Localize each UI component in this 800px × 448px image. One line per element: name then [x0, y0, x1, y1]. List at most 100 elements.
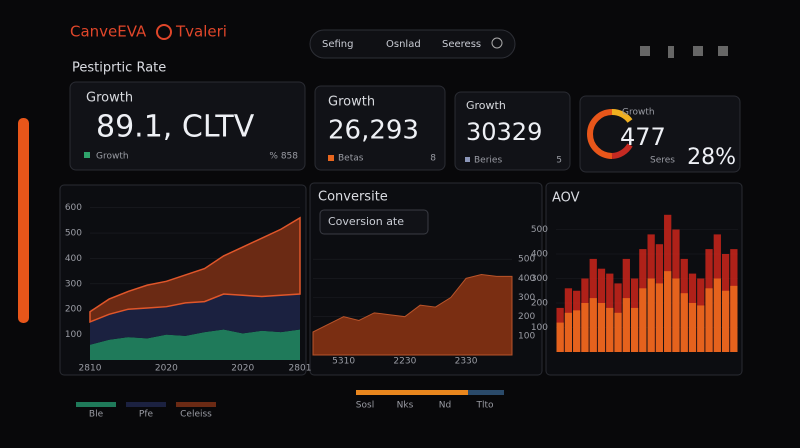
y-tick-label: 300: [65, 279, 82, 289]
y-tick-label: 400: [531, 250, 548, 260]
kpi-card: [454, 91, 571, 171]
progress-bar: [356, 390, 468, 395]
y-tick-label: 200: [518, 312, 535, 322]
dropdown-label[interactable]: Coversion ate: [328, 215, 404, 228]
bar: [688, 303, 697, 352]
kpi-dot: [84, 152, 90, 158]
y-tick-label: 100: [65, 330, 82, 340]
footer-label: Tlto: [475, 401, 494, 411]
kpi-value: 89.1, CLTV: [96, 110, 255, 145]
nav-item[interactable]: Osnlad: [386, 39, 421, 50]
chart-title: AOV: [552, 191, 580, 206]
icon[interactable]: [668, 46, 674, 58]
area: [90, 294, 300, 345]
y-tick-label: 400: [518, 274, 535, 284]
footer-label: Nd: [439, 401, 451, 411]
kpi-label: Growth: [328, 95, 375, 110]
bar: [564, 312, 573, 352]
y-tick-label: 500: [65, 229, 82, 239]
y-tick-label: 300: [531, 274, 548, 284]
bar: [614, 312, 622, 352]
bar: [589, 298, 597, 352]
area: [89, 216, 301, 324]
section-title: Pestiprtic Rate: [72, 61, 166, 76]
bar: [713, 278, 721, 352]
y-tick-label: 100: [531, 323, 548, 333]
brand-icon: [156, 24, 172, 40]
bar: [697, 305, 705, 352]
chart-title: Conversite: [318, 190, 388, 205]
accent-bar: [18, 118, 29, 323]
area: [312, 273, 513, 356]
bar: [639, 288, 647, 352]
bar: [647, 278, 655, 352]
kpi-foot-right: % 858: [269, 152, 298, 162]
donut: [587, 109, 613, 159]
icon[interactable]: [640, 46, 650, 56]
kpi-card: [314, 85, 446, 171]
x-tick-label: 2230: [393, 357, 416, 367]
bar: [622, 298, 630, 352]
search-icon[interactable]: [491, 37, 503, 49]
kpi-card: [69, 81, 306, 171]
icon[interactable]: [693, 46, 703, 56]
x-tick-label: 5310: [332, 357, 355, 367]
kpi-foot-right: 8: [430, 154, 436, 164]
brand-secondary[interactable]: Tvaleri: [175, 23, 227, 41]
y-tick-label: 500: [518, 255, 535, 265]
nav-item[interactable]: Sefing: [322, 39, 353, 50]
legend-label: Celeiss: [180, 410, 212, 420]
bar: [556, 322, 564, 352]
y-tick-label: 600: [65, 203, 82, 213]
x-tick-label: 2801: [289, 364, 312, 374]
nav-item[interactable]: Seeress: [442, 39, 481, 50]
kpi-foot-right: 28%: [687, 145, 736, 170]
nav-bar: [309, 29, 516, 59]
legend-swatch: [176, 402, 216, 407]
footer-label: Nks: [397, 401, 414, 411]
brand: CanveEVA: [70, 23, 147, 41]
kpi-foot: Betas: [338, 154, 364, 164]
bar: [606, 307, 614, 352]
donut: [611, 143, 633, 159]
kpi-label: Growth: [86, 91, 133, 106]
x-tick-label: 2330: [455, 357, 478, 367]
kpi-label: Growth: [622, 108, 655, 118]
kpi-dot: [328, 155, 334, 161]
kpi-dot: [465, 157, 470, 162]
progress-bar: [468, 390, 504, 395]
dropdown[interactable]: [319, 209, 429, 235]
bar: [581, 303, 589, 352]
bar: [680, 293, 688, 352]
bar: [705, 288, 713, 352]
x-tick-label: 2020: [155, 364, 178, 374]
legend-label: Pfe: [139, 410, 154, 420]
legend-swatch: [76, 402, 116, 407]
kpi-value: 477: [620, 123, 666, 151]
bar: [721, 290, 730, 352]
kpi-foot: Growth: [96, 152, 129, 162]
kpi-value: 26,293: [328, 116, 419, 146]
y-tick-label: 200: [65, 305, 82, 315]
legend-swatch: [126, 402, 166, 407]
x-tick-label: 2020: [231, 364, 254, 374]
bar: [655, 283, 664, 352]
bar: [573, 310, 581, 352]
bar: [730, 285, 738, 352]
kpi-value: 30329: [466, 118, 542, 146]
legend-label: Ble: [89, 410, 104, 420]
y-tick-label: 200: [531, 299, 548, 309]
area: [90, 329, 300, 360]
icon[interactable]: [718, 46, 728, 56]
bar: [664, 271, 672, 352]
kpi-foot: Seres: [650, 156, 675, 166]
kpi-label: Growth: [466, 99, 506, 112]
x-tick-label: 2810: [79, 364, 102, 374]
y-tick-label: 100: [518, 331, 535, 341]
kpi-foot-right: 5: [556, 156, 562, 166]
bar: [597, 303, 606, 352]
bar: [672, 278, 680, 352]
y-tick-label: 400: [65, 254, 82, 264]
bar: [630, 307, 639, 352]
